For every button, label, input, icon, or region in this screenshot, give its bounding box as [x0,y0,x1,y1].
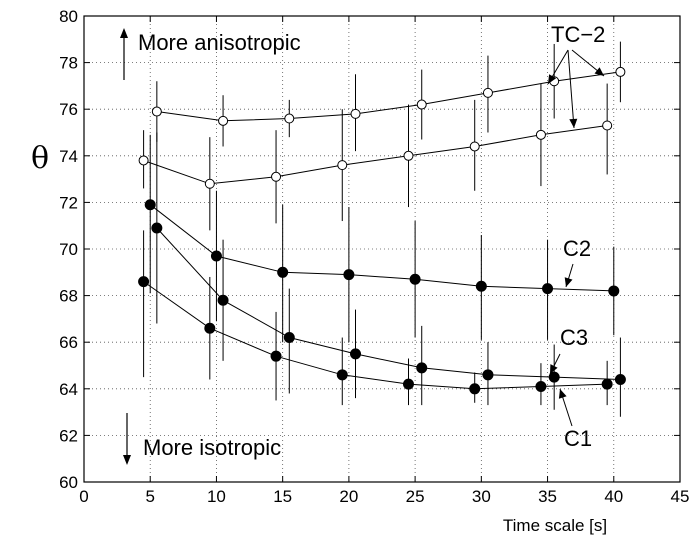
data-point [270,350,282,362]
data-point [535,380,547,392]
tc2-arrows [547,49,605,129]
series-line [156,227,621,380]
y-tick-label: 60 [59,473,78,492]
data-point [602,120,613,131]
y-tick-label: 78 [59,54,78,73]
data-point [144,199,156,211]
series-c1 [138,230,613,406]
series-line [143,281,608,390]
c2-arrow [564,263,574,288]
x-axis-label: Time scale [s] [503,516,607,535]
data-point [336,369,348,381]
x-tick-label: 25 [406,487,425,506]
tc2-arrow-head [548,74,557,84]
data-point [210,250,222,262]
x-tick-label: 0 [79,487,88,506]
y-tick-label: 76 [59,100,78,119]
y-tick-label: 74 [59,147,78,166]
data-point [138,276,150,288]
series-c2 [144,134,620,343]
y-tick-label: 80 [59,7,78,26]
data-point [343,269,355,281]
x-tick-label: 5 [145,487,154,506]
c1-label: C1 [564,426,592,451]
data-point [548,371,560,383]
data-point [350,108,361,119]
x-tick-label: 40 [604,487,623,506]
up-arrow-head [120,28,128,38]
x-tick-label: 35 [538,487,557,506]
x-tick-label: 30 [472,487,491,506]
series-tc-2-upper [151,41,626,152]
data-point [542,283,554,295]
data-point [402,378,414,390]
series-tc-2-lower [138,83,613,231]
annotations: More anisotropic More isotropic TC−2 C2 … [120,22,605,465]
series-line [149,204,614,292]
data-point [217,294,229,306]
data-point [284,113,295,124]
data-point [403,150,414,161]
data-point [482,87,493,98]
data-point [469,383,481,395]
y-tick-label: 72 [59,193,78,212]
more-anisotropic-label: More anisotropic [138,30,301,55]
data-point [337,160,348,171]
c3-arrow-head [550,364,558,374]
x-tick-label: 45 [671,487,690,506]
ticks: 0 5 10 15 20 25 30 35 40 45 60 62 64 66 68 70 72 74 76 78 80 [59,7,689,506]
series-c3 [151,132,626,417]
data-point [614,373,626,385]
data-point [271,171,282,182]
data-point [283,332,295,344]
data-point [151,106,162,117]
data-point [409,273,421,285]
data-point [138,155,149,166]
x-tick-label: 20 [339,487,358,506]
data-point [482,369,494,381]
data-point [204,178,215,189]
series-line [156,71,621,122]
data-point [469,141,480,152]
data-point [218,115,229,126]
data-point [204,322,216,334]
tc2-label: TC−2 [551,22,605,47]
x-tick-label: 15 [273,487,292,506]
y-tick-label: 66 [59,333,78,352]
y-axis-label: θ [31,141,49,176]
c3-label: C3 [560,325,588,350]
data-point [416,362,428,374]
y-tick-label: 64 [59,380,78,399]
data-point [475,280,487,292]
more-isotropic-label: More isotropic [143,435,281,460]
c3-arrow [549,353,561,375]
c2-arrow-head [564,277,573,287]
data-point [277,266,289,278]
y-tick-label: 68 [59,287,78,306]
data-point [615,66,626,77]
data-point [601,378,613,390]
down-arrow-head [123,455,131,465]
series-layer [138,41,626,417]
tc2-arrow-head [569,118,578,128]
data-point [151,222,163,234]
data-point [350,348,362,360]
x-tick-label: 10 [207,487,226,506]
data-point [608,285,620,297]
data-point [535,129,546,140]
c2-label: C2 [563,236,591,261]
data-point [416,99,427,110]
series-line [143,125,608,185]
c1-arrow-head [558,389,567,399]
tc2-arrow-line [567,49,575,129]
tc2-arrow-head [594,67,604,76]
y-tick-label: 70 [59,240,78,259]
y-tick-label: 62 [59,426,78,445]
c1-arrow [558,388,573,427]
